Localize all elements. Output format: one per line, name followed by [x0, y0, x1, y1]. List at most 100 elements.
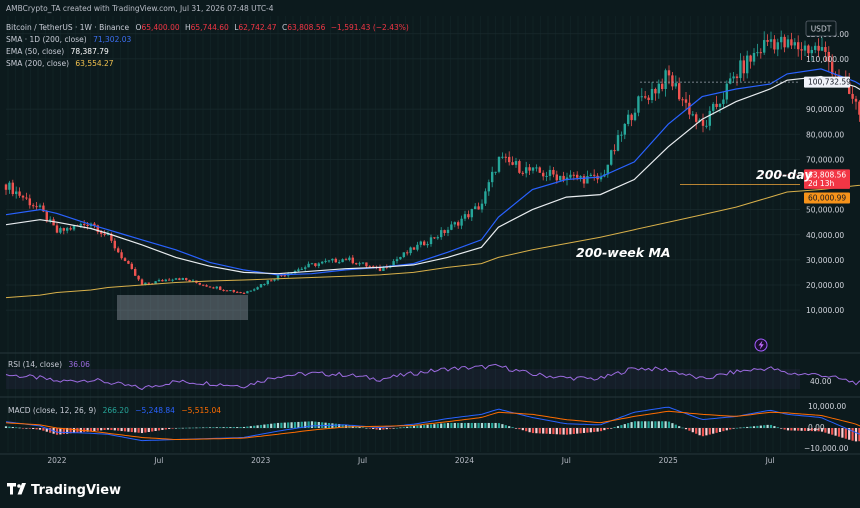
price-candle: [851, 86, 854, 104]
macd-histogram-bar: [491, 422, 494, 428]
macd-hist-value: 266.20: [103, 406, 129, 415]
macd-histogram-bar: [623, 424, 626, 428]
currency-badge[interactable]: [805, 20, 837, 37]
price-candle: [616, 130, 620, 152]
legend-ema-50[interactable]: EMA (50, close) 78,387.79: [6, 47, 109, 56]
rsi-legend[interactable]: RSI (14, close) 36.06: [8, 360, 90, 369]
macd-histogram-bar: [416, 425, 419, 428]
macd-histogram-bar: [701, 428, 705, 437]
price-candle: [409, 246, 412, 256]
svg-text:63,808.56: 63,808.56: [808, 170, 846, 179]
macd-histogram-bar: [270, 423, 273, 428]
macd-histogram-bar: [603, 428, 606, 431]
time-tick-label: Jul: [561, 456, 571, 465]
price-candle: [423, 240, 426, 246]
macd-histogram-bar: [222, 427, 225, 428]
macd-histogram-bar: [365, 427, 368, 429]
price-candle: [569, 170, 572, 180]
macd-histogram-bar: [358, 426, 361, 428]
macd-histogram-bar: [246, 426, 249, 428]
price-candle: [307, 261, 310, 268]
macd-histogram-bar: [678, 426, 681, 428]
rsi-axis-label: 40.00: [810, 377, 832, 386]
tradingview-logo[interactable]: TradingView: [7, 483, 121, 498]
macd-histogram-bar: [691, 428, 694, 433]
macd-histogram-bar: [368, 428, 371, 429]
macd-histogram-bar: [525, 428, 528, 432]
macd-histogram-bar: [32, 428, 35, 430]
macd-histogram-bar: [307, 421, 310, 428]
price-candle: [678, 77, 681, 102]
price-candle: [317, 262, 320, 269]
price-candle: [712, 102, 715, 115]
macd-histogram-bar: [100, 428, 103, 431]
price-candle: [732, 72, 735, 83]
macd-histogram-bar: [134, 428, 137, 433]
macd-histogram-bar: [528, 428, 531, 433]
time-tick-label: Jul: [357, 456, 367, 465]
macd-histogram-bar: [375, 428, 378, 430]
svg-text:100,732.59: 100,732.59: [808, 78, 851, 87]
price-candle: [633, 108, 637, 122]
macd-histogram-bar: [555, 428, 558, 435]
macd-histogram-bar: [49, 428, 52, 433]
price-candle: [25, 192, 28, 200]
macd-legend[interactable]: MACD (close, 12, 26, 9) 266.20 −5,248.84…: [8, 406, 221, 415]
price-candle: [300, 267, 303, 270]
price-candle: [667, 65, 671, 85]
price-candle: [759, 48, 762, 59]
macd-histogram-bar: [508, 426, 511, 428]
svg-text:2d 13h: 2d 13h: [808, 179, 834, 188]
macd-histogram-bar: [773, 426, 776, 428]
rsi-value: 36.06: [68, 360, 90, 369]
macd-histogram-bar: [712, 428, 715, 434]
price-candle: [514, 157, 518, 168]
price-candle: [259, 283, 263, 288]
macd-histogram-bar: [392, 428, 395, 429]
macd-histogram-bar: [756, 425, 759, 428]
macd-histogram-bar: [290, 422, 293, 428]
price-candle: [654, 87, 657, 101]
macd-histogram-bar: [824, 428, 827, 433]
lightning-icon[interactable]: [754, 338, 768, 352]
macd-histogram-bar: [606, 428, 609, 430]
macd-histogram-bar: [304, 421, 307, 428]
macd-histogram-bar: [698, 428, 701, 436]
price-candle: [297, 267, 300, 273]
price-candle: [215, 286, 218, 290]
rsi-line: [5, 363, 860, 391]
macd-histogram-bar: [790, 428, 793, 431]
price-candle: [691, 111, 694, 117]
macd-histogram-bar: [378, 428, 382, 430]
price-candle: [508, 151, 511, 166]
macd-histogram-bar: [168, 428, 171, 429]
legend-sma-1d-label: SMA · 1D (200, close): [6, 35, 87, 44]
macd-histogram-bar: [429, 424, 433, 428]
macd-histogram-bar: [38, 428, 42, 430]
ohlc-open-label: O: [136, 23, 142, 32]
price-tick-label: 50,000.00: [806, 206, 844, 215]
macd-histogram-bar: [433, 424, 436, 428]
price-candle: [739, 53, 742, 82]
price-candle: [341, 258, 344, 263]
macd-histogram-bar: [820, 428, 824, 432]
price-candle: [270, 279, 273, 282]
macd-histogram-bar: [688, 428, 691, 431]
macd-histogram-bar: [59, 428, 62, 435]
price-candle: [684, 92, 688, 110]
price-candle: [355, 262, 358, 266]
price-candle: [695, 112, 698, 130]
price-candle: [776, 38, 779, 57]
price-tick-label: 90,000.00: [806, 105, 844, 114]
time-axis[interactable]: 2022Jul2023Jul2024Jul2025Jul2026Jul: [47, 456, 860, 465]
macd-histogram-bar: [494, 422, 497, 428]
price-candle: [582, 173, 586, 188]
price-candle: [205, 284, 208, 287]
price-candle: [450, 221, 453, 231]
legend-sma-200[interactable]: SMA (200, close) 63,554.27: [6, 59, 114, 68]
price-candle: [443, 229, 446, 236]
price-candle: [49, 216, 52, 224]
macd-histogram-bar: [89, 428, 93, 432]
legend-sma-1d[interactable]: SMA · 1D (200, close) 71,302.03: [6, 35, 131, 44]
macd-histogram-bar: [831, 428, 834, 435]
